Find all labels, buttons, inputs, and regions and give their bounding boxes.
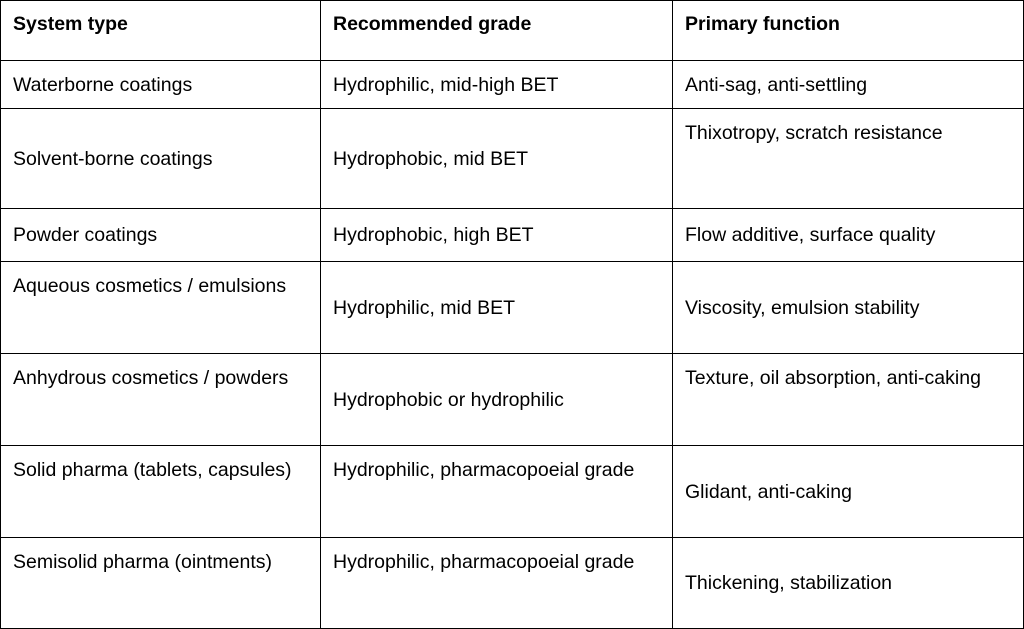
cell-recommended-grade: Hydrophilic, mid-high BET xyxy=(320,60,673,109)
table-row: Waterborne coatings Hydrophilic, mid-hig… xyxy=(0,60,1024,109)
table-row: Semisolid pharma (ointments) Hydrophilic… xyxy=(0,537,1024,629)
header-recommended-grade: Recommended grade xyxy=(320,0,673,61)
cell-recommended-grade: Hydrophilic, pharmacopoeial grade xyxy=(320,445,673,538)
table-row: Solvent-borne coatings Hydrophobic, mid … xyxy=(0,108,1024,209)
cell-system-type: Aqueous cosmetics / emulsions xyxy=(0,261,321,354)
cell-system-type: Solvent-borne coatings xyxy=(0,108,321,209)
cell-system-type: Powder coatings xyxy=(0,208,321,262)
cell-primary-function: Glidant, anti-caking xyxy=(672,445,1024,538)
cell-primary-function: Thickening, stabilization xyxy=(672,537,1024,629)
cell-primary-function: Anti-sag, anti-settling xyxy=(672,60,1024,109)
cell-primary-function: Texture, oil absorption, anti-caking xyxy=(672,353,1024,446)
cell-recommended-grade: Hydrophobic, high BET xyxy=(320,208,673,262)
cell-primary-function: Viscosity, emulsion stability xyxy=(672,261,1024,354)
cell-system-type: Anhydrous cosmetics / powders xyxy=(0,353,321,446)
cell-recommended-grade: Hydrophilic, mid BET xyxy=(320,261,673,354)
cell-primary-function: Thixotropy, scratch resistance xyxy=(672,108,1024,209)
table-row: Aqueous cosmetics / emulsions Hydrophili… xyxy=(0,261,1024,354)
table-row: Anhydrous cosmetics / powders Hydrophobi… xyxy=(0,353,1024,446)
table-row: Solid pharma (tablets, capsules) Hydroph… xyxy=(0,445,1024,538)
table-row: Powder coatings Hydrophobic, high BET Fl… xyxy=(0,208,1024,262)
cell-recommended-grade: Hydrophobic or hydrophilic xyxy=(320,353,673,446)
cell-system-type: Waterborne coatings xyxy=(0,60,321,109)
header-primary-function: Primary function xyxy=(672,0,1024,61)
cell-recommended-grade: Hydrophilic, pharmacopoeial grade xyxy=(320,537,673,629)
cell-system-type: Solid pharma (tablets, capsules) xyxy=(0,445,321,538)
table-header-row: System type Recommended grade Primary fu… xyxy=(0,0,1024,61)
cell-primary-function: Flow additive, surface quality xyxy=(672,208,1024,262)
header-system-type: System type xyxy=(0,0,321,61)
cell-recommended-grade: Hydrophobic, mid BET xyxy=(320,108,673,209)
cell-system-type: Semisolid pharma (ointments) xyxy=(0,537,321,629)
